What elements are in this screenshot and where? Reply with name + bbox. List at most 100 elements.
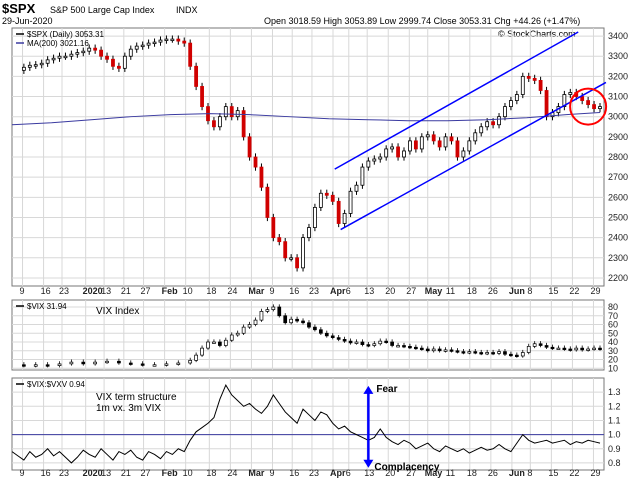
vix-candle — [485, 352, 490, 355]
x-tick-label: Mar — [248, 468, 265, 478]
candle-body — [307, 227, 311, 239]
x-tick-label: Apr — [330, 468, 346, 478]
channel-upper — [334, 31, 579, 170]
y-tick-label: 70 — [608, 311, 618, 321]
candle-body — [485, 121, 490, 128]
candle-body — [301, 237, 305, 269]
x-tick-label: 22 — [569, 468, 579, 478]
vix-candle — [117, 360, 121, 364]
channel-lower — [340, 81, 607, 231]
candle-body — [277, 237, 282, 243]
vix-candle — [592, 347, 596, 350]
candle-body — [146, 42, 151, 46]
candle-body — [479, 126, 484, 134]
y-tick-label: 2200 — [608, 273, 628, 283]
x-tick-label: 8 — [527, 468, 532, 478]
x-tick-label: 23 — [59, 468, 69, 478]
x-tick-label: 13 — [364, 468, 374, 478]
panel-frame — [11, 377, 605, 471]
vix-candle — [265, 309, 270, 312]
candle-body — [568, 92, 573, 95]
highlight-circle — [569, 87, 608, 126]
x-tick-label: 20 — [385, 286, 395, 296]
x-tick-label: 27 — [141, 468, 151, 478]
candle-body — [342, 213, 347, 224]
vix-candle — [200, 347, 204, 356]
vix-candle — [443, 349, 448, 352]
x-tick-label: Jun — [509, 286, 525, 296]
vix-candle — [562, 347, 567, 350]
candle-body — [212, 120, 216, 128]
vix-candle — [348, 340, 353, 344]
x-tick-label: 23 — [309, 286, 319, 296]
annotations: Fear Complacency — [334, 31, 608, 473]
vix-candle — [414, 346, 418, 350]
y-tick-label: 0.8 — [608, 458, 621, 468]
ma200-line — [11, 111, 601, 126]
y-tick-label: 60 — [608, 320, 618, 330]
ohlc-readout: Open 3018.59 High 3053.89 Low 2999.74 Cl… — [264, 16, 580, 26]
y-tick-label: 1.3 — [608, 387, 621, 397]
x-tick-label: 16 — [41, 286, 51, 296]
vix-candle — [461, 351, 466, 354]
x-tick-label: 29 — [590, 468, 600, 478]
candle-body — [271, 217, 276, 239]
candle-body — [182, 40, 187, 44]
x-tick-label: May — [425, 468, 443, 478]
candle-body — [39, 62, 44, 66]
candle-body — [75, 52, 80, 55]
vix-candle — [467, 351, 472, 354]
x-tick-label: 13 — [364, 286, 374, 296]
legend-entry: MA(200) 3021.16 — [27, 39, 89, 48]
y-tick-label: 10 — [608, 363, 618, 373]
y-tick-label: 2700 — [608, 172, 628, 182]
candle-body — [372, 158, 377, 162]
vix-candle — [586, 348, 590, 351]
x-tick-label: 9 — [269, 468, 274, 478]
candle-body — [598, 106, 602, 110]
chart-date: 29-Jun-2020 — [2, 16, 53, 26]
x-tick-label: 18 — [467, 286, 477, 296]
candle-body — [586, 100, 591, 105]
vix-candle — [229, 334, 234, 341]
vix-candle — [57, 363, 62, 366]
y-tick-label: 1.2 — [608, 401, 621, 411]
candle-body — [419, 136, 424, 150]
vix-candle — [218, 341, 222, 346]
x-tick-label: 24 — [227, 286, 237, 296]
candle-body — [265, 186, 270, 218]
candle-body — [473, 132, 478, 142]
vix-candle — [81, 361, 86, 365]
x-tick-label: 6 — [346, 286, 351, 296]
candle-body — [443, 136, 448, 148]
vix-candle — [152, 364, 157, 367]
symbol-desc: S&P 500 Large Cap Index — [50, 5, 155, 15]
candle-body — [580, 96, 585, 101]
y-tick-label: 2500 — [608, 212, 628, 222]
candle-body — [283, 241, 288, 259]
ratio-line — [11, 383, 601, 464]
x-tick-label: 13 — [101, 286, 111, 296]
candle-body — [538, 80, 543, 91]
vix-candle — [235, 332, 240, 336]
x-tick-label: 13 — [101, 468, 111, 478]
vix-candle — [437, 348, 442, 352]
x-tick-label: 9 — [20, 468, 25, 478]
candle-body — [63, 55, 68, 59]
vix-candle — [509, 353, 513, 357]
symbol-title: $SPX — [2, 1, 36, 16]
vix-candle — [301, 320, 305, 324]
vix-candle — [69, 361, 74, 365]
vix-candle — [324, 332, 329, 337]
vix-candle — [520, 352, 525, 357]
candle-body — [467, 140, 472, 152]
vix-candle — [455, 350, 460, 353]
vix-candle — [402, 345, 406, 348]
candle-body — [396, 146, 400, 158]
candle-body — [378, 156, 383, 160]
arrow-head-up — [363, 385, 374, 394]
vix-candle — [128, 362, 133, 365]
candle-body — [514, 94, 519, 101]
vix-candle — [307, 322, 311, 328]
